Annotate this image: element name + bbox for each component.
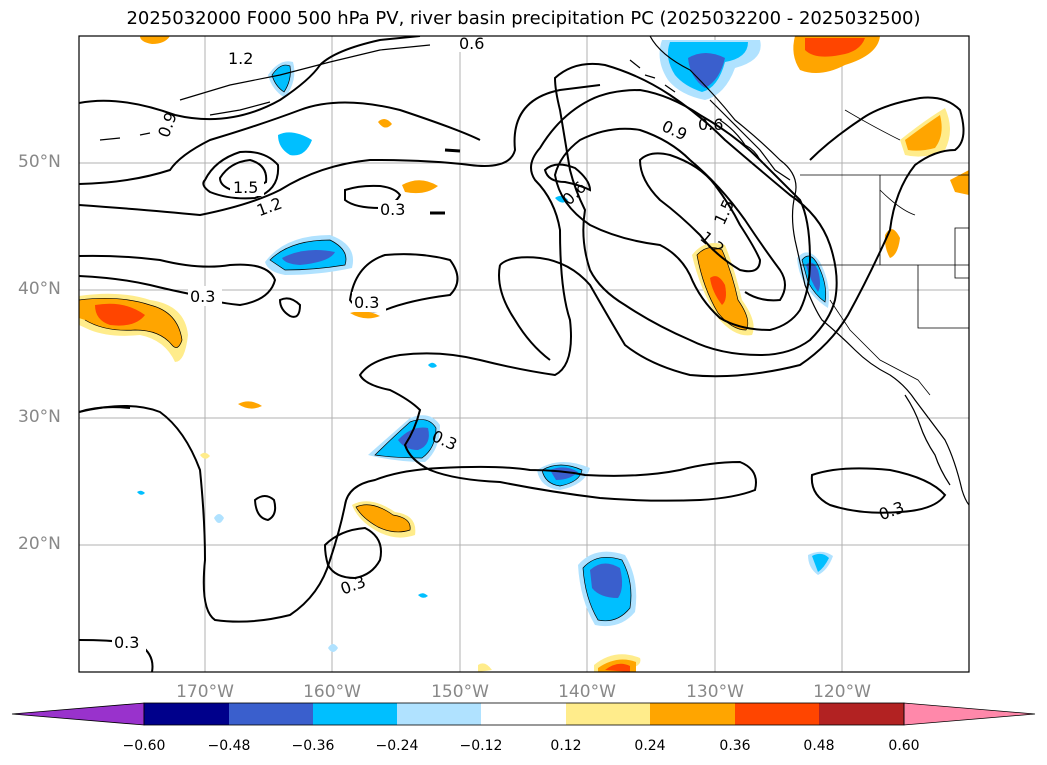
colorbar-segment — [819, 703, 904, 725]
contour-label: 1.5 — [710, 197, 738, 228]
lon-label-120w: 120°W — [813, 682, 871, 702]
contour-label-group: 1.2 0.6 0.9 1.5 1.2 0.3 0.6 0.9 0.6 1.5 … — [112, 34, 907, 652]
colorbar-segment — [735, 703, 819, 725]
colorbar-segment — [481, 703, 566, 725]
colorbar-tick: 0.12 — [550, 738, 582, 754]
lon-label-140w: 140°W — [558, 682, 616, 702]
colorbar-tick: 0.60 — [888, 738, 920, 754]
lat-label-20n: 20°N — [18, 534, 61, 554]
precip-blob — [140, 36, 170, 44]
lat-label-40n: 40°N — [18, 279, 61, 299]
precip-blob — [238, 401, 262, 409]
map-title: 2025032000 F000 500 hPa PV, river basin … — [126, 8, 921, 29]
precip-blob — [356, 504, 411, 532]
colorbar-segment — [229, 703, 313, 725]
colorbar-tick: −0.48 — [207, 738, 251, 754]
precip-blob — [278, 132, 312, 156]
colorbar-segment — [144, 703, 229, 725]
precip-blob — [884, 229, 900, 258]
precip-blob — [812, 553, 829, 572]
colorbar-tick: −0.60 — [122, 738, 166, 754]
precip-blob — [378, 118, 392, 128]
colorbar-extend-high — [903, 702, 1036, 726]
colorbar-extend-low — [11, 702, 145, 726]
gridlines — [79, 36, 969, 672]
contour-label: 0.3 — [876, 498, 906, 525]
precip-blob — [590, 563, 623, 598]
precip-blob — [402, 180, 438, 194]
precip-blob — [478, 663, 492, 672]
precip-blob — [214, 514, 224, 523]
colorbar-tick: 0.24 — [634, 738, 666, 754]
contour-label: 1.5 — [233, 178, 258, 197]
lat-label-50n: 50°N — [18, 152, 61, 172]
pv-contours — [79, 36, 965, 672]
precip-shading — [79, 36, 969, 672]
precip-blob — [137, 490, 145, 495]
contour-label: 0.6 — [698, 115, 723, 134]
colorbar — [11, 702, 1036, 726]
precip-blob — [805, 38, 865, 57]
contour-label: 0.6 — [459, 34, 484, 53]
lon-label-170w: 170°W — [176, 682, 234, 702]
precip-blob — [905, 115, 942, 151]
colorbar-segment — [397, 703, 481, 725]
lon-label-150w: 150°W — [431, 682, 489, 702]
precip-blob — [710, 276, 726, 305]
shading-outlines — [79, 64, 827, 622]
precip-blob — [950, 170, 969, 195]
lon-label-130w: 130°W — [686, 682, 744, 702]
contour-label: 0.9 — [154, 110, 181, 140]
precip-blob — [272, 65, 291, 92]
colorbar-tick: −0.24 — [375, 738, 419, 754]
colorbar-tick: −0.36 — [291, 738, 335, 754]
lat-label-30n: 30°N — [18, 407, 61, 427]
colorbar-tick: 0.36 — [719, 738, 751, 754]
contour-label: 0.3 — [114, 633, 139, 652]
precip-blob — [688, 53, 725, 88]
contour-label: 0.3 — [354, 293, 379, 312]
map-frame — [78, 35, 970, 673]
contour-label: 0.3 — [190, 287, 215, 306]
precip-blob — [428, 362, 437, 368]
precip-blob — [282, 250, 335, 265]
borders — [800, 109, 969, 396]
precip-blob — [328, 644, 338, 652]
coastlines — [99, 36, 969, 506]
colorbar-tick: 0.48 — [803, 738, 835, 754]
colorbar-segment — [313, 703, 397, 725]
precip-blob — [95, 303, 145, 326]
lon-label-160w: 160°W — [303, 682, 361, 702]
precip-blob — [200, 452, 210, 459]
contour-label: 0.3 — [380, 200, 405, 219]
precip-blob — [350, 311, 380, 319]
precip-blob — [418, 593, 428, 598]
colorbar-tick: −0.12 — [459, 738, 503, 754]
precip-blob — [605, 663, 630, 672]
colorbar-segment — [566, 703, 650, 725]
contour-label: 1.2 — [228, 49, 253, 68]
colorbar-segment — [650, 703, 735, 725]
